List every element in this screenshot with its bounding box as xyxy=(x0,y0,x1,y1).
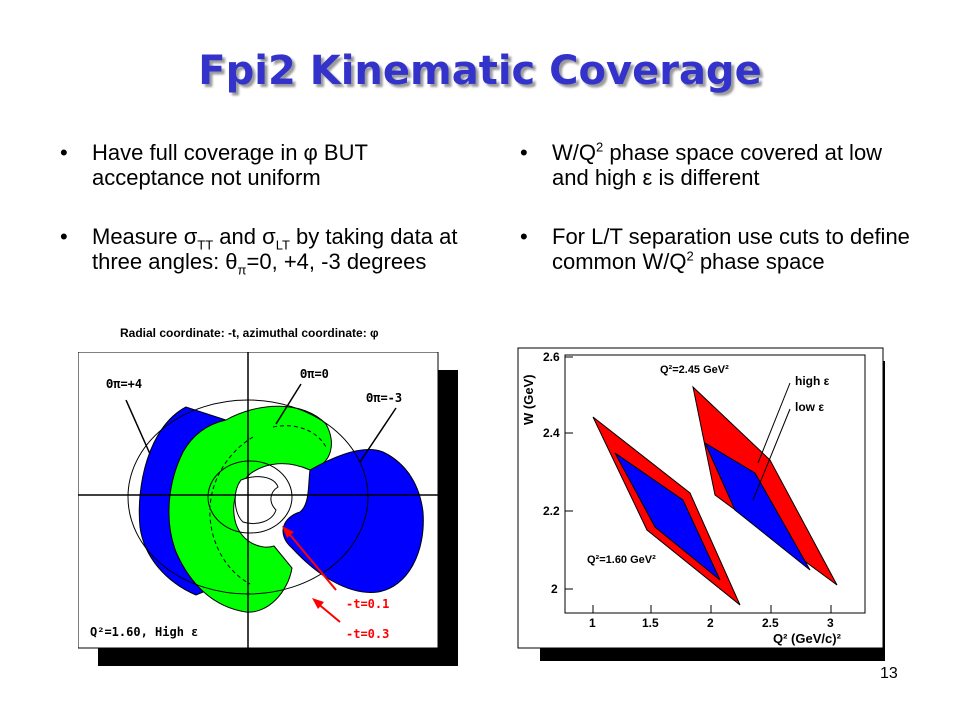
w-q2-plot: 2.6 2.4 2.2 2 1 1.5 2 2.5 3 W (GeV) Q² (… xyxy=(517,347,885,661)
y-tick-label: 2.2 xyxy=(543,504,560,518)
y-tick-label: 2 xyxy=(551,582,558,596)
region-theta-zero xyxy=(168,405,332,613)
bullet-dot: • xyxy=(520,140,528,165)
plot-frame xyxy=(517,347,884,649)
arrow-t03-head xyxy=(312,598,324,609)
bullet-dot: • xyxy=(520,224,528,249)
diamond-q2-160-low-eps xyxy=(614,452,721,581)
x-tick-label: 1.5 xyxy=(642,616,659,630)
bullet-dot: • xyxy=(60,140,68,165)
label-theta-minus3: Θπ=-3 xyxy=(366,391,402,405)
page-number: 13 xyxy=(880,665,898,682)
diamond-q2-245-low-eps xyxy=(703,441,811,571)
legend-low-eps: low ε xyxy=(795,400,824,414)
bullet-text-part: by taking data at three angles: θ xyxy=(92,224,458,274)
x-tick-label: 2 xyxy=(707,616,714,630)
bullet-text: Have full coverage in φ BUT acceptance n… xyxy=(92,140,368,190)
y-tick-label: 2.4 xyxy=(543,426,560,440)
left-bullet-coverage: • Have full coverage in φ BUT acceptance… xyxy=(60,140,470,190)
bullet-text-part: Measure σ xyxy=(92,224,198,249)
axes-box xyxy=(564,354,866,614)
x-tick-label: 2.5 xyxy=(762,616,779,630)
label-q2-160: Q²=1.60 GeV² xyxy=(587,554,656,566)
label-theta-plus4: Θπ=+4 xyxy=(106,377,142,391)
pointer-zero xyxy=(275,383,302,425)
label-theta-zero: Θπ=0 xyxy=(300,367,329,381)
x-ticks xyxy=(592,605,832,613)
ring-t01 xyxy=(207,460,293,534)
legend-high-eps: high ε xyxy=(795,374,830,388)
x-tick-label: 1 xyxy=(589,616,596,630)
pointer-plus4 xyxy=(125,399,151,455)
bullet-dot: • xyxy=(60,224,68,249)
superscript: 2 xyxy=(686,248,694,264)
x-axis-title: Q² (GeV/c)² xyxy=(773,631,842,646)
label-t03: -t=0.3 xyxy=(346,627,389,641)
label-q2-245: Q²=2.45 GeV² xyxy=(660,364,729,376)
slide-title: Fpi2 Kinematic Coverage xyxy=(198,48,762,94)
y-ticks xyxy=(565,356,573,590)
left-plot-caption: Radial coordinate: -t, azimuthal coordin… xyxy=(120,326,379,340)
bullet-text-part: W/Q xyxy=(552,140,596,165)
superscript: 2 xyxy=(596,139,604,155)
center-hole xyxy=(234,476,279,524)
right-column: • W/Q2 phase space covered at low and hi… xyxy=(520,140,910,308)
pointer-high-eps xyxy=(757,382,791,464)
x-tick-label: 3 xyxy=(827,616,834,630)
label-q2-high-eps: Q²=1.60, High ε xyxy=(90,625,198,639)
pointer-low-eps xyxy=(752,408,791,501)
polar-coverage-plot: Θπ=+4 Θπ=0 Θπ=-3 -t=0.1 -t=0.3 Q²=1.60, … xyxy=(78,352,458,666)
bullet-text-part: and σ xyxy=(213,224,276,249)
label-t01: -t=0.1 xyxy=(346,597,389,611)
y-tick-label: 2.6 xyxy=(543,350,560,364)
right-bullet-lt-separation: • For L/T separation use cuts to define … xyxy=(520,224,910,274)
pointer-minus3 xyxy=(359,407,397,463)
bullet-text-part: For L/T separation use cuts to define co… xyxy=(552,224,910,274)
region-theta-minus3 xyxy=(282,449,424,593)
arrow-t01-head xyxy=(282,526,294,538)
right-bullet-phase-space: • W/Q2 phase space covered at low and hi… xyxy=(520,140,910,190)
diamond-q2-245-high-eps xyxy=(692,385,838,586)
bullet-text-part: phase space covered at low and high ε is… xyxy=(552,140,883,190)
arrow-t01 xyxy=(285,529,337,591)
left-bullet-measure: • Measure σTT and σLT by taking data at … xyxy=(60,224,470,278)
bullet-text-part: =0, +4, -3 degrees xyxy=(246,249,427,274)
subscript: π xyxy=(237,262,247,278)
y-axis-title: W (GeV) xyxy=(521,374,536,425)
left-column: • Have full coverage in φ BUT acceptance… xyxy=(60,140,470,308)
bullet-text-part: phase space xyxy=(693,249,825,274)
